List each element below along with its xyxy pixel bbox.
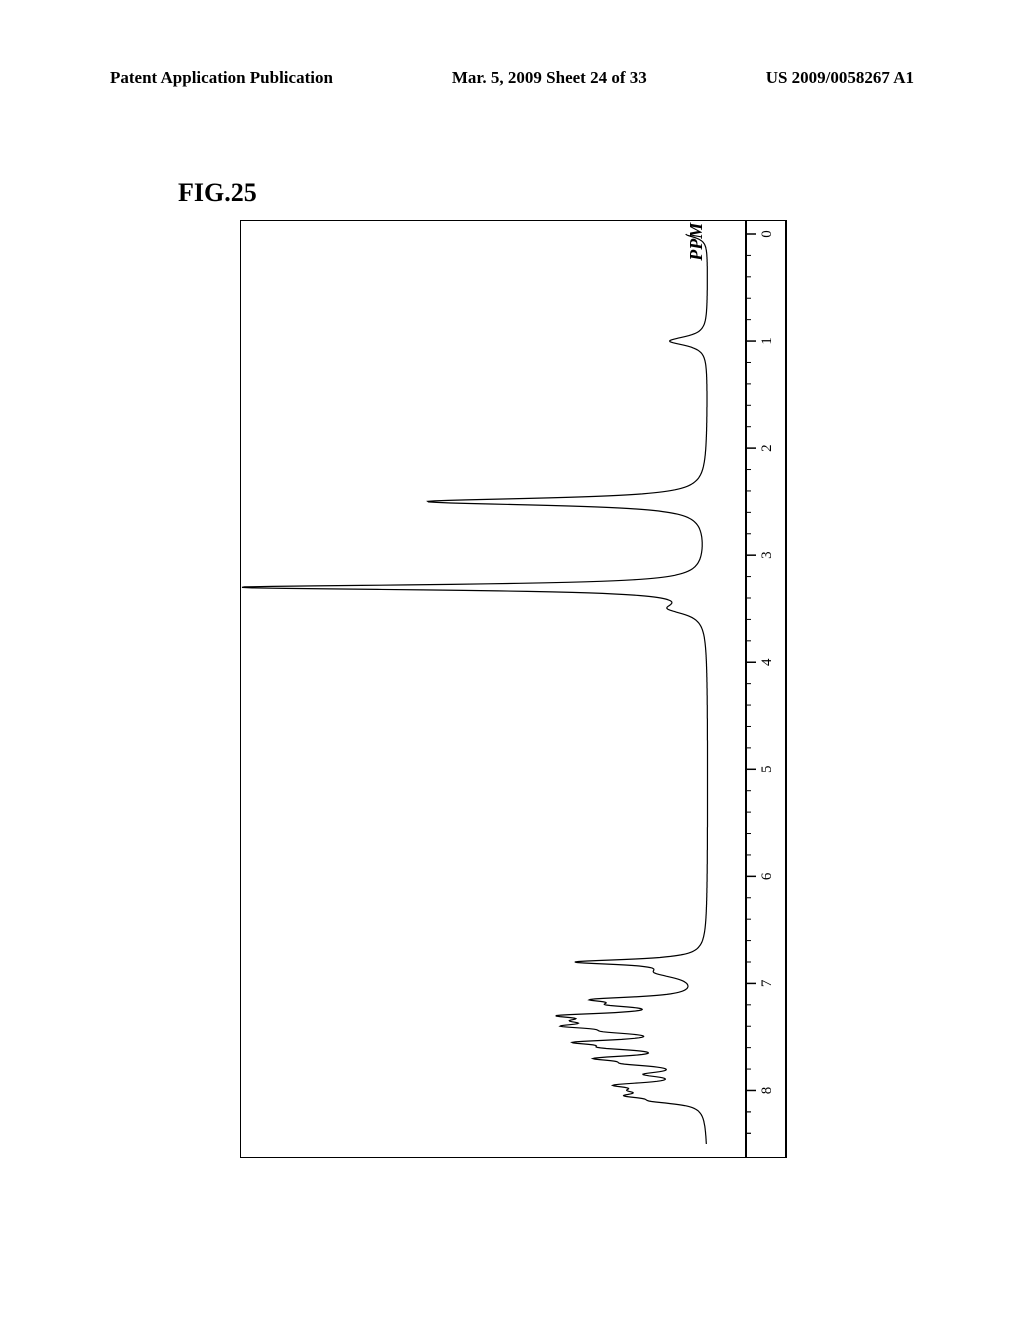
nmr-svg: 012345678PPM <box>240 220 788 1158</box>
header-center: Mar. 5, 2009 Sheet 24 of 33 <box>333 68 766 88</box>
svg-text:1: 1 <box>759 337 775 345</box>
svg-text:4: 4 <box>759 658 775 666</box>
svg-text:6: 6 <box>759 872 775 880</box>
figure-label: FIG.25 <box>178 178 257 208</box>
page-header: Patent Application Publication Mar. 5, 2… <box>110 68 914 88</box>
svg-text:5: 5 <box>759 766 775 774</box>
svg-text:2: 2 <box>759 444 775 452</box>
svg-text:7: 7 <box>759 979 775 987</box>
header-right: US 2009/0058267 A1 <box>766 68 914 88</box>
svg-text:8: 8 <box>759 1087 775 1095</box>
svg-text:3: 3 <box>759 551 775 559</box>
header-left: Patent Application Publication <box>110 68 333 88</box>
svg-text:0: 0 <box>759 230 775 238</box>
nmr-chart: 012345678PPM <box>240 220 788 1158</box>
